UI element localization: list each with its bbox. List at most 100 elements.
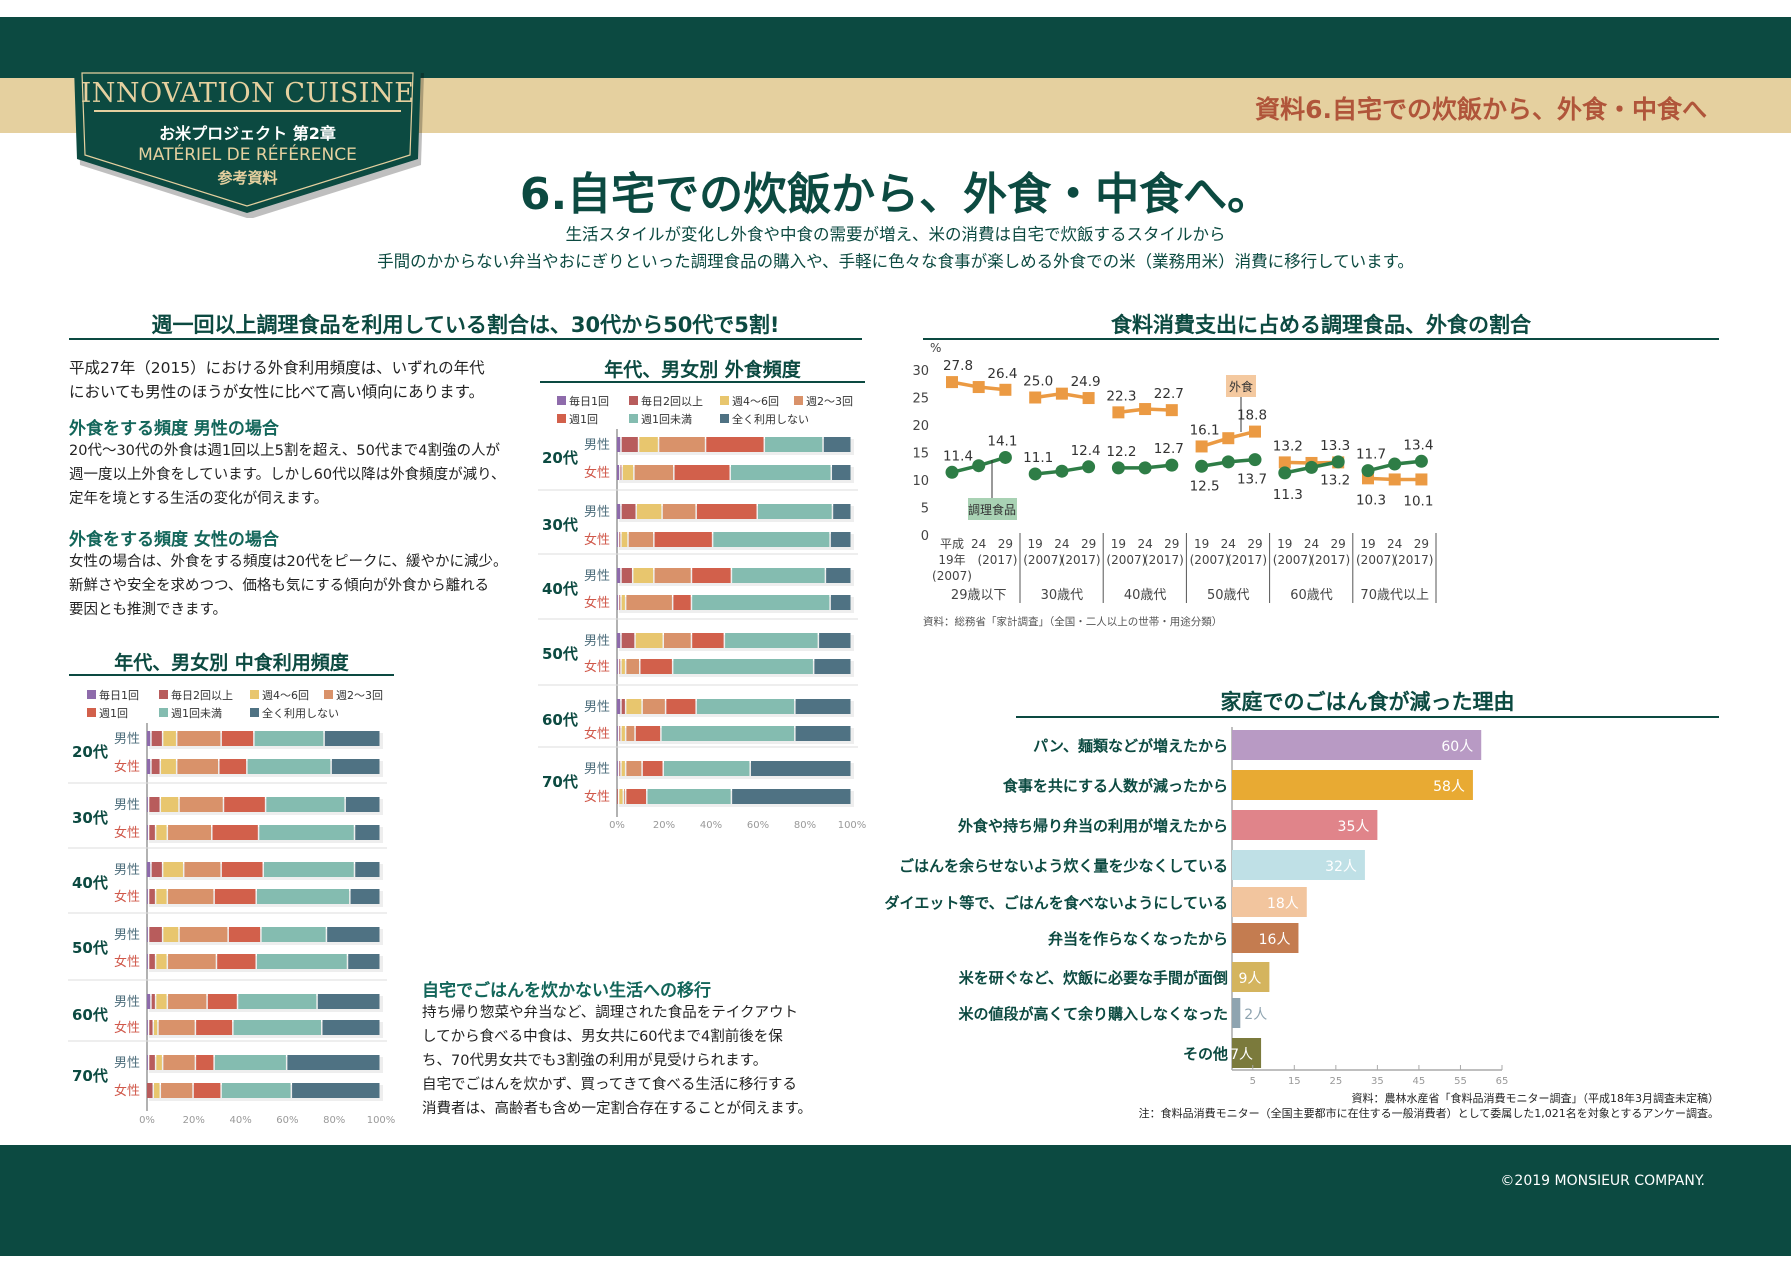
bar (1232, 770, 1473, 800)
x-tick-label: 29 (1414, 537, 1429, 551)
value-label: 35人 (1338, 819, 1370, 835)
bar-segment (292, 1083, 380, 1098)
x-tick-label: 19 (1028, 537, 1043, 551)
x-tick-label: (2017) (1061, 553, 1101, 567)
bar-segment (348, 954, 380, 969)
x-tick-label: 25 (1329, 1076, 1342, 1087)
x-tick-label: 55 (1454, 1076, 1467, 1087)
data-point (1278, 456, 1291, 469)
bar-segment (750, 761, 851, 776)
bar-segment (617, 437, 621, 452)
x-tick-label: 40% (700, 820, 722, 831)
bar-segment (266, 797, 345, 812)
bar-segment (217, 954, 256, 969)
bar-segment (163, 731, 176, 746)
bar-segment (147, 1083, 153, 1098)
bar-segment (617, 633, 621, 648)
bar-segment (673, 595, 691, 610)
data-label: 12.5 (1190, 478, 1220, 494)
age-group-label: 70代 (542, 773, 578, 791)
section-label: 資料6.自宅での炊飯から、外食・中食へ (1255, 95, 1707, 124)
bar-segment (149, 1055, 155, 1070)
group-label: 40歳代 (1124, 588, 1167, 603)
bar-chart-heading: 家庭でのごはん食が減った理由 (1220, 690, 1515, 714)
legend-swatch (159, 708, 168, 717)
bar-segment (168, 889, 214, 904)
group-label: 30歳代 (1041, 588, 1084, 603)
bar-segment (327, 927, 380, 942)
x-tick-label: 19 (1194, 537, 1209, 551)
bar-segment (673, 659, 813, 674)
bar-segment (661, 726, 795, 741)
x-tick-label: 29 (998, 537, 1013, 551)
gender-label: 女性 (584, 465, 610, 481)
gender-label: 男性 (584, 634, 610, 649)
value-label: 9人 (1238, 971, 1261, 987)
y-tick-label: 30 (912, 364, 929, 379)
bar-segment (617, 659, 618, 674)
x-tick-label: 80% (323, 1115, 345, 1126)
bar-segment (626, 699, 642, 714)
data-label: 10.3 (1356, 492, 1386, 508)
divider (69, 338, 862, 340)
data-point (1195, 459, 1209, 473)
x-tick-label: 19 (1111, 537, 1126, 551)
data-label: 12.7 (1154, 441, 1184, 457)
bar-segment (322, 1020, 380, 1035)
bar (1232, 1038, 1262, 1068)
footer-band (0, 1145, 1791, 1256)
x-tick-label: 60% (276, 1115, 298, 1126)
logo-subtitle: お米プロジェクト 第2章 (159, 124, 336, 143)
bar-segment (826, 568, 851, 583)
legend-label: 週2〜3回 (806, 395, 853, 408)
bar-segment (149, 797, 160, 812)
legend-swatch (250, 690, 259, 699)
gender-label: 男性 (584, 505, 610, 520)
data-point (999, 383, 1012, 396)
gender-label: 女性 (584, 595, 610, 611)
legend-label: 毎日1回 (99, 689, 139, 702)
bar-segment (287, 1055, 380, 1070)
bar-segment (830, 532, 851, 547)
legend-label: 週1回 (99, 707, 128, 720)
bar-segment (617, 568, 621, 583)
bar-segment (626, 595, 672, 610)
data-point (1331, 455, 1345, 469)
x-tick-label: 平成 (940, 537, 964, 551)
x-tick-label: 24 (1304, 537, 1319, 551)
data-label: 12.2 (1106, 444, 1136, 460)
data-point (1195, 440, 1208, 453)
data-point (945, 465, 959, 479)
bar-segment (147, 889, 148, 904)
shift-heading: 自宅でごはんを炊かない生活への移行 (422, 981, 711, 1001)
legend-label: 調理食品 (968, 502, 1016, 517)
x-tick-label: 19 (1360, 537, 1375, 551)
bar-segment (624, 789, 625, 804)
bar-segment (154, 1083, 160, 1098)
bar-segment (617, 595, 618, 610)
bar-segment (196, 1020, 233, 1035)
legend-swatch (720, 414, 729, 423)
data-point (1111, 461, 1125, 475)
bar-segment (832, 465, 851, 480)
data-label: 25.0 (1023, 374, 1053, 390)
bar (1232, 810, 1378, 840)
bar-segment (228, 927, 261, 942)
bar-segment (219, 759, 247, 774)
age-group-label: 30代 (72, 809, 108, 827)
bar-segment (161, 1083, 193, 1098)
bar-segment (147, 1055, 148, 1070)
bar-segment (664, 633, 691, 648)
legend-swatch (629, 414, 638, 423)
legend-label: 週4〜6回 (732, 395, 779, 408)
divider (540, 381, 865, 383)
group-label: 29歳以下 (951, 588, 1007, 603)
bar-segment (696, 504, 757, 519)
bar-segment (732, 789, 851, 804)
data-point (946, 376, 958, 389)
shift-text: 自宅でごはんを炊かない生活への移行 持ち帰り惣菜や弁当など、調理された食品をテイ… (422, 976, 842, 1121)
legend-swatch (159, 690, 168, 699)
data-point (972, 381, 985, 394)
bar-segment (692, 568, 731, 583)
bar-segment (628, 532, 654, 547)
